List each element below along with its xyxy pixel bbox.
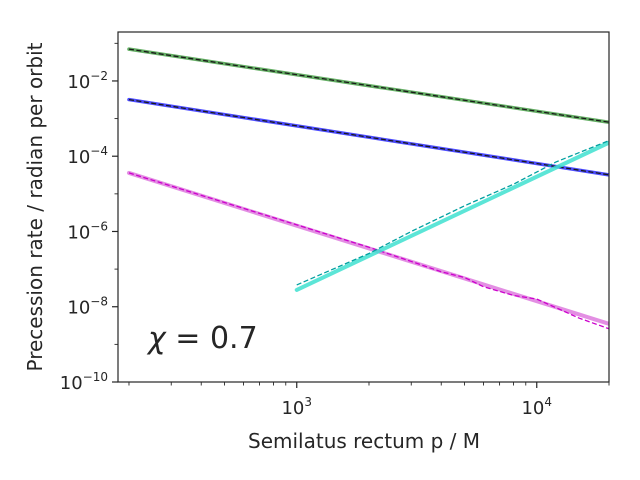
plot-background <box>118 32 609 382</box>
x-tick-label-0: 103 <box>281 395 312 419</box>
series-line-3 <box>128 98 609 176</box>
series-line-7 <box>296 139 609 286</box>
annotation-text: = 0.7 <box>166 321 258 356</box>
annotation-symbol: χ <box>146 321 167 356</box>
series-line-6 <box>294 140 609 292</box>
y-tick-label-2: 10−6 <box>67 219 108 243</box>
x-tick-label-1: 104 <box>521 395 552 419</box>
series-line-1 <box>128 48 609 123</box>
y-tick-label-3: 10−8 <box>67 295 108 319</box>
annotation-chi: χ = 0.7 <box>146 321 258 356</box>
y-tick-label-4: 10−10 <box>60 370 108 394</box>
series-line-5 <box>128 172 609 330</box>
y-tick-label-1: 10−4 <box>67 144 108 168</box>
y-axis-label: Precession rate / radian per orbit <box>23 42 47 371</box>
series-layer <box>126 47 609 330</box>
y-tick-label-0: 10−2 <box>67 69 108 93</box>
x-axis-label: Semilatus rectum p / M <box>248 429 480 453</box>
tick-layer: 103 104 10−2 10−4 10−6 10−8 10−10 <box>60 42 610 419</box>
plot-frame <box>117 31 610 383</box>
